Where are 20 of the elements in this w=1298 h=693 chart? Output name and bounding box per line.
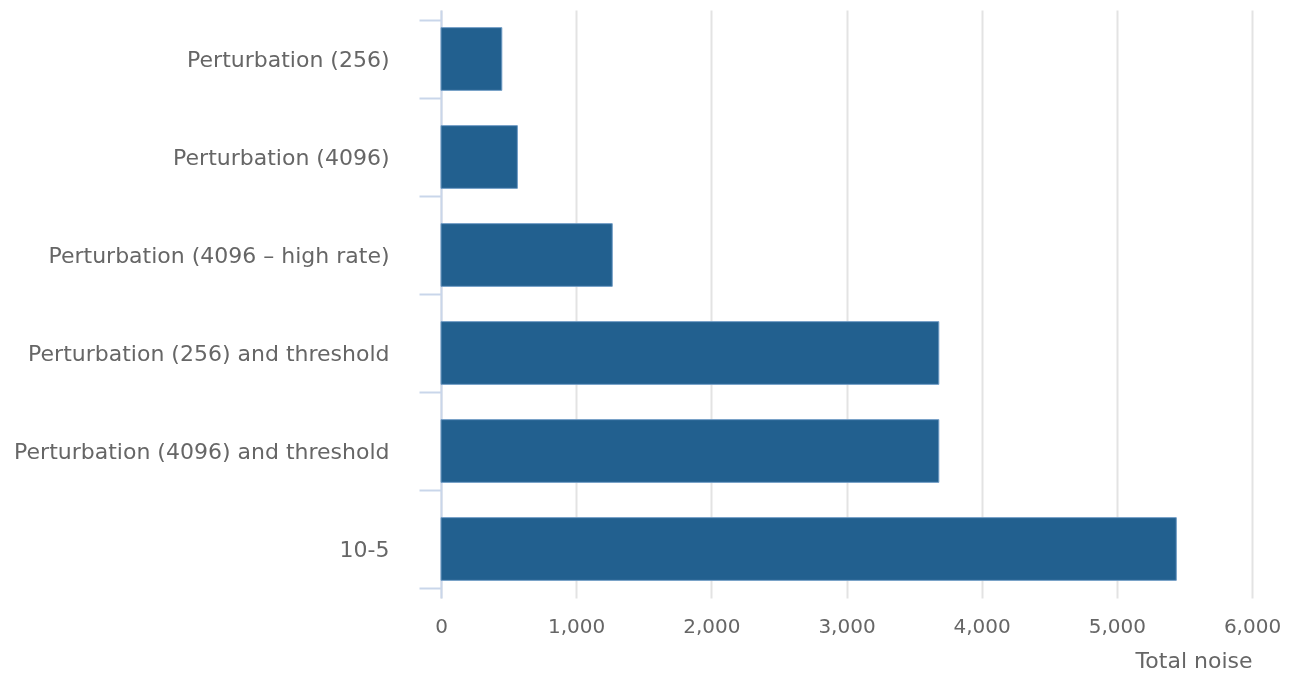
y-tick-label: Perturbation (4096 – high rate) [48, 242, 390, 268]
x-tick-label: 1,000 [548, 613, 606, 638]
x-tick-label: 0 [435, 613, 448, 638]
x-tick-label: 4,000 [953, 613, 1011, 638]
x-axis-title: Total noise [1134, 647, 1253, 673]
x-tick-label: 5,000 [1088, 613, 1146, 638]
y-tick-label: Perturbation (4096) and threshold [14, 438, 390, 464]
y-tick-label: Perturbation (256) [187, 46, 390, 72]
y-tick-label: Perturbation (256) and threshold [28, 340, 390, 366]
bar [440, 125, 518, 189]
bar [440, 223, 613, 287]
y-tick-label: Perturbation (4096) [173, 144, 390, 170]
bar [440, 419, 940, 483]
bar [440, 517, 1177, 581]
bar [440, 321, 940, 385]
x-tick-label: 2,000 [683, 613, 741, 638]
x-tick-label: 3,000 [818, 613, 876, 638]
y-tick-label: 10-5 [339, 536, 390, 562]
x-tick-label: 6,000 [1223, 613, 1282, 638]
bar [440, 27, 503, 91]
